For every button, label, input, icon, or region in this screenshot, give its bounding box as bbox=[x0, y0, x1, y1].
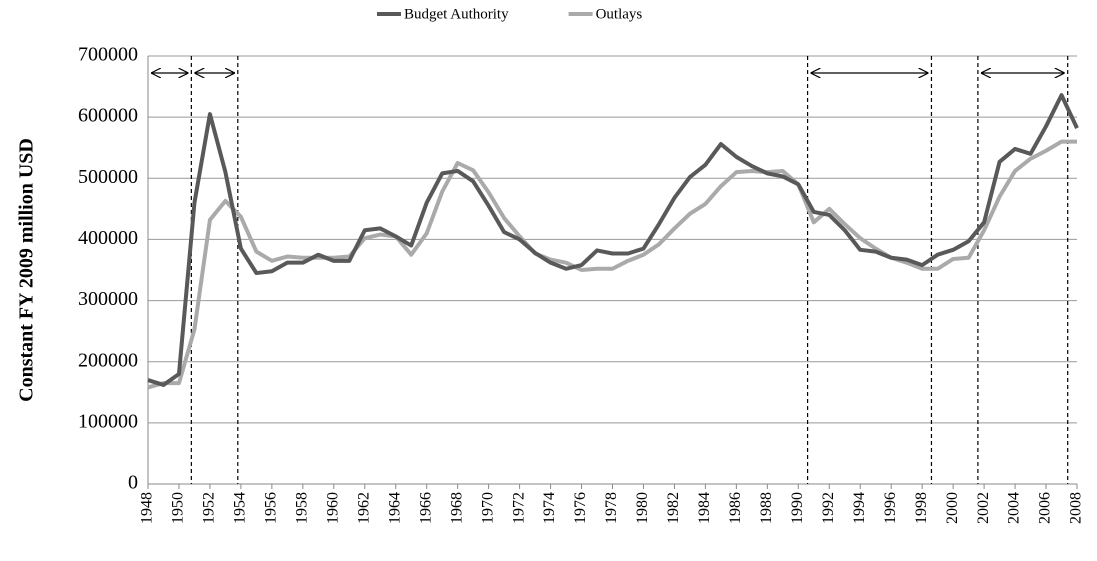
x-tick-label: 1994 bbox=[851, 492, 868, 524]
x-tick-label: 1998 bbox=[913, 492, 930, 524]
x-tick-label: 1964 bbox=[386, 492, 403, 524]
x-tick-label: 1986 bbox=[727, 492, 744, 524]
y-tick-label: 0 bbox=[128, 472, 138, 494]
x-tick-label: 1968 bbox=[448, 492, 465, 524]
series-line bbox=[147, 93, 1079, 387]
x-tick-label: 1972 bbox=[510, 492, 527, 524]
y-tick-label: 600000 bbox=[78, 105, 138, 127]
x-tick-label: 1950 bbox=[170, 492, 187, 524]
y-tick-label: 400000 bbox=[78, 227, 138, 249]
x-tick-label: 1974 bbox=[541, 492, 558, 524]
x-tick-label: 1984 bbox=[696, 492, 713, 524]
x-tick-label: 2008 bbox=[1068, 492, 1085, 524]
x-tick-label: 2000 bbox=[944, 492, 961, 524]
y-tick-label: 100000 bbox=[78, 410, 138, 432]
y-tick-label: 200000 bbox=[78, 349, 138, 371]
y-axis-label: Constant FY 2009 million USD bbox=[16, 138, 38, 402]
x-tick-label: 1958 bbox=[294, 492, 311, 524]
x-tick-label: 1978 bbox=[603, 492, 620, 524]
x-tick-label: 1976 bbox=[572, 492, 589, 524]
x-tick-label: 2004 bbox=[1006, 492, 1023, 524]
x-tick-label: 1996 bbox=[882, 492, 899, 524]
x-tick-label: 1992 bbox=[820, 492, 837, 524]
legend-label: Budget Authority bbox=[404, 6, 509, 22]
x-tick-label: 1952 bbox=[201, 492, 218, 524]
x-tick-label: 1970 bbox=[479, 492, 496, 524]
y-tick-label: 500000 bbox=[78, 166, 138, 188]
x-tick-label: 1962 bbox=[355, 492, 372, 524]
x-tick-label: 1960 bbox=[324, 492, 341, 524]
y-tick-label: 700000 bbox=[78, 44, 138, 66]
y-tick-label: 300000 bbox=[78, 288, 138, 310]
x-tick-label: 1948 bbox=[139, 492, 156, 524]
legend-label: Outlays bbox=[596, 6, 643, 22]
x-tick-label: 1990 bbox=[789, 492, 806, 524]
series-line bbox=[147, 139, 1077, 390]
x-tick-label: 1956 bbox=[263, 492, 280, 524]
x-tick-label: 1982 bbox=[665, 492, 682, 524]
x-tick-label: 1954 bbox=[232, 492, 249, 524]
x-tick-label: 2002 bbox=[975, 492, 992, 524]
x-tick-label: 1988 bbox=[758, 492, 775, 524]
x-tick-label: 1966 bbox=[417, 492, 434, 524]
x-tick-label: 2006 bbox=[1037, 492, 1054, 524]
x-tick-label: 1980 bbox=[634, 492, 651, 524]
